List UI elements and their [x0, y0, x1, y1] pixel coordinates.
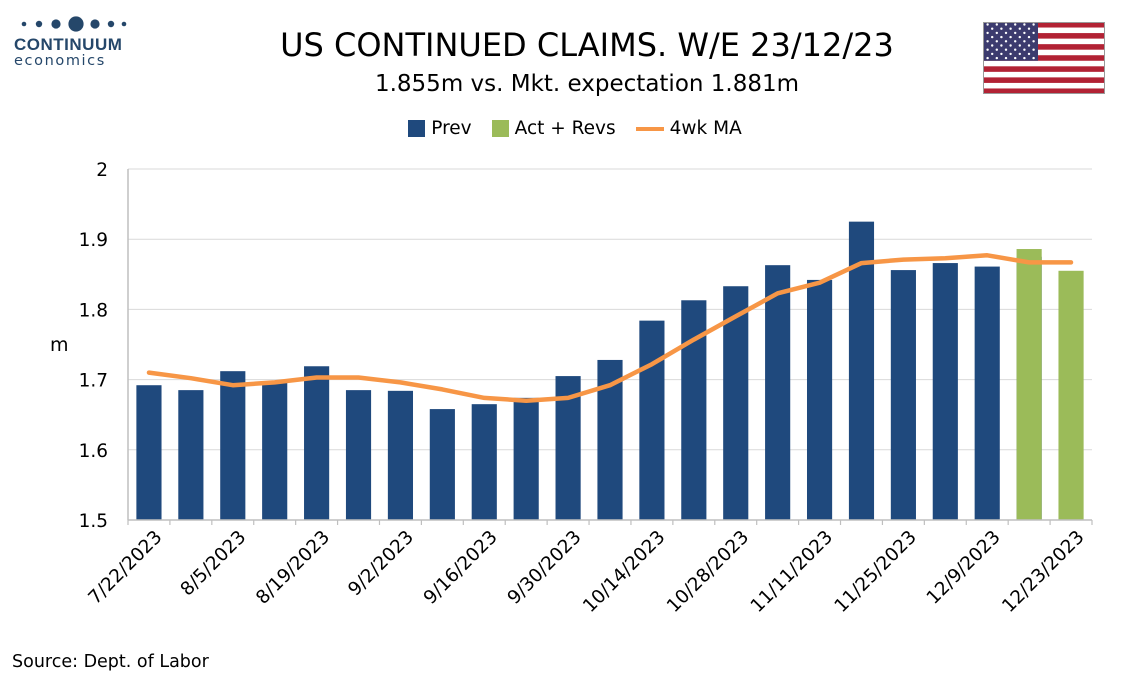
legend-item-4wk-ma: 4wk MA [635, 118, 742, 139]
y-tick-label: 1.9 [79, 230, 108, 251]
line-4wk-ma [146, 253, 1074, 403]
bar-prev [723, 286, 749, 520]
us-flag-icon [983, 22, 1105, 94]
x-tick-label: 12/9/2023 [923, 527, 1005, 609]
legend-item-prev: Prev [408, 118, 472, 139]
axes [127, 169, 1093, 525]
x-tick-label: 9/30/2023 [504, 527, 586, 609]
x-tick-label: 11/11/2023 [747, 527, 837, 617]
chart-title: US CONTINUED CLAIMS. W/E 23/12/23 [280, 26, 894, 64]
bar-prev [974, 266, 1000, 520]
y-tick-label: 1.5 [79, 511, 108, 532]
legend-label-prev: Prev [431, 118, 472, 139]
bar-act-revs [1016, 249, 1042, 520]
bar-prev [387, 390, 414, 520]
bar-prev [890, 270, 916, 520]
y-tick-label: 1.7 [79, 371, 108, 392]
logo-name: CONTINUUM [14, 35, 123, 54]
legend-swatch-act-revs [491, 120, 509, 137]
chart-subtitle: 1.855m vs. Mkt. expectation 1.881m [374, 71, 800, 97]
bars [136, 221, 1084, 520]
logo-subtitle: economics [14, 53, 106, 69]
bar-prev [932, 263, 958, 520]
legend-item-act-revs: Act + Revs [491, 118, 616, 139]
x-tick-label: 8/19/2023 [252, 527, 334, 609]
y-tick-label: 1.6 [79, 441, 108, 462]
logo-dots-icon [21, 16, 127, 32]
bar-prev [471, 404, 497, 520]
x-tick-label: 12/23/2023 [998, 527, 1088, 617]
x-tick-label: 10/28/2023 [663, 527, 753, 617]
bar-act-revs [1058, 270, 1084, 520]
bar-prev [136, 385, 162, 520]
bar-prev [262, 382, 288, 520]
source-note: Source: Dept. of Labor [12, 652, 209, 672]
y-tick-label: 1.8 [79, 300, 108, 321]
bar-prev [639, 320, 665, 520]
x-tick-label: 7/22/2023 [85, 527, 167, 609]
x-tick-label: 10/14/2023 [579, 527, 669, 617]
bar-prev [178, 390, 204, 520]
continuum-logo: CONTINUUM economics [14, 14, 134, 69]
legend-label-4wk-ma: 4wk MA [669, 118, 742, 139]
chart-legend: Prev Act + Revs 4wk MA [0, 118, 1134, 139]
legend-swatch-prev [408, 120, 426, 137]
moving-average-line [146, 253, 1074, 403]
bar-prev [806, 279, 833, 520]
bar-prev [304, 366, 330, 520]
bar-prev [220, 371, 246, 520]
x-tick-label: 8/5/2023 [177, 527, 251, 601]
bar-prev [345, 390, 372, 520]
y-tick-label: 2 [96, 160, 108, 181]
bar-prev [765, 265, 791, 520]
legend-label-act-revs: Act + Revs [514, 118, 616, 139]
bar-prev [429, 409, 455, 520]
y-axis-label: m [50, 334, 69, 356]
bar-prev [848, 221, 875, 520]
x-tick-label: 11/25/2023 [831, 527, 921, 617]
legend-swatch-4wk-ma [635, 126, 664, 131]
x-tick-label: 9/2/2023 [344, 527, 418, 601]
x-tick-label: 9/16/2023 [420, 527, 502, 609]
bar-prev [513, 397, 539, 520]
